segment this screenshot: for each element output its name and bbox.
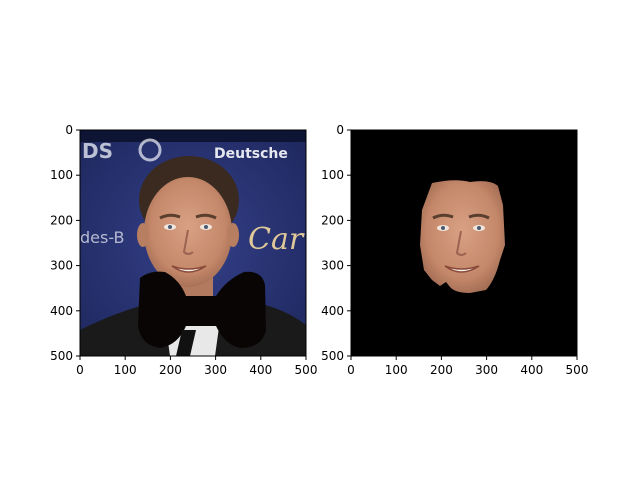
right-axes-frame [350,129,578,357]
left-axes-frame [79,129,307,357]
left-photo: DS Deutsche des-B Car Mor [80,130,306,356]
right-ytick-label: 300 [321,259,344,273]
right-xtick-label: 0 [347,363,355,377]
right-ytick-label: 100 [321,168,344,182]
face-segment [420,180,505,293]
left-ytick-label: 200 [50,213,73,227]
right-xtick-label: 400 [520,363,543,377]
right-ytick-label: 0 [336,123,344,137]
left-xtick-label: 100 [114,363,137,377]
bg-text-desb: des-B [80,228,125,247]
right-photo [351,130,577,356]
left-xtick-label: 300 [204,363,227,377]
left-xtick-label: 500 [295,363,318,377]
left-ytick-label: 300 [50,259,73,273]
left-xtick-label: 0 [76,363,84,377]
left-ytick-label: 100 [50,168,73,182]
right-xtick-label: 200 [430,363,453,377]
right-ytick-label: 400 [321,304,344,318]
right-xtick-label: 500 [566,363,589,377]
bg-logo-circle [138,138,162,162]
left-ytick-label: 0 [65,123,73,137]
bg-text-deutsche: Deutsche [214,146,288,162]
right-xtick-label: 300 [475,363,498,377]
right-ytick-label: 500 [321,349,344,363]
right-ytick-label: 200 [321,213,344,227]
left-ytick-label: 500 [50,349,73,363]
left-image-panel: DS Deutsche des-B Car Mor [79,129,307,357]
bowtie-mask [138,271,266,348]
right-image-panel [350,129,578,357]
right-xtick-label: 100 [385,363,408,377]
bg-text-car: Car [248,222,305,257]
left-xtick-label: 200 [159,363,182,377]
left-xtick-label: 400 [249,363,272,377]
bg-logo-ds: DS [82,139,113,163]
left-ytick-label: 400 [50,304,73,318]
